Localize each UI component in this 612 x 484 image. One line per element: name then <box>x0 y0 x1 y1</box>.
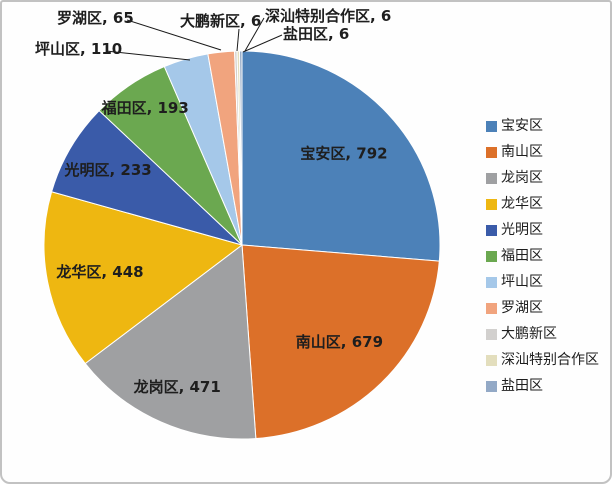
legend-item-8: 大鹏新区 <box>486 321 599 347</box>
legend-item-6: 坪山区 <box>486 269 599 295</box>
legend-item-9: 深汕特别合作区 <box>486 347 599 373</box>
legend-swatch-icon <box>486 224 497 236</box>
leader-line-9 <box>244 17 265 52</box>
legend-label: 福田区 <box>501 248 543 264</box>
data-label-7: 罗湖区, 65 <box>57 9 134 27</box>
data-label-9: 深汕特别合作区, 6 <box>265 7 391 25</box>
legend-item-4: 光明区 <box>486 217 599 243</box>
legend-label: 盐田区 <box>501 378 543 394</box>
legend-label: 龙岗区 <box>501 170 543 186</box>
legend-swatch-icon <box>486 276 497 288</box>
pie-slice-10 <box>239 50 243 246</box>
pie-slice-4 <box>51 110 243 246</box>
legend-item-1: 南山区 <box>486 139 599 165</box>
data-label-10: 盐田区, 6 <box>283 25 349 43</box>
data-label-8: 大鹏新区, 6 <box>180 12 261 30</box>
data-label-5: 福田区, 193 <box>101 99 189 117</box>
legend-swatch-icon <box>486 354 497 366</box>
legend-label: 宝安区 <box>501 118 543 134</box>
legend-swatch-icon <box>486 250 497 262</box>
legend-item-0: 宝安区 <box>486 113 599 139</box>
pie-slice-3 <box>43 191 243 365</box>
legend-swatch-icon <box>486 380 497 392</box>
legend-swatch-icon <box>486 302 497 314</box>
legend-item-3: 龙华区 <box>486 191 599 217</box>
data-label-3: 龙华区, 448 <box>55 263 143 281</box>
pie-slice-0 <box>241 50 441 262</box>
legend: 宝安区南山区龙岗区龙华区光明区福田区坪山区罗湖区大鹏新区深汕特别合作区 盐田区 <box>486 113 599 399</box>
pie-slice-1 <box>241 244 440 440</box>
data-label-4: 光明区, 233 <box>63 161 151 179</box>
legend-item-2: 龙岗区 <box>486 165 599 191</box>
data-labels: 宝安区, 792 南山区, 679 龙岗区, 471 龙华区, 448 光明区, 233… <box>35 7 391 396</box>
legend-label: 深汕特别合作区 <box>501 352 599 368</box>
legend-label: 大鹏新区 <box>501 326 557 342</box>
legend-swatch-icon <box>486 328 497 340</box>
legend-swatch-icon <box>486 120 497 132</box>
data-label-6: 坪山区, 110 <box>35 40 122 58</box>
legend-label: 龙华区 <box>501 196 543 212</box>
legend-item-10: 盐田区 <box>486 373 599 399</box>
pie-slices <box>43 50 441 440</box>
legend-item-5: 福田区 <box>486 243 599 269</box>
legend-swatch-icon <box>486 172 497 184</box>
leader-lines <box>105 17 283 61</box>
leader-line-10 <box>242 34 283 53</box>
legend-swatch-icon <box>486 146 497 158</box>
legend-item-7: 罗湖区 <box>486 295 599 321</box>
leader-line-6 <box>105 50 191 61</box>
legend-label: 坪山区 <box>501 274 543 290</box>
leader-line-8 <box>236 28 240 52</box>
data-label-1: 南山区, 679 <box>296 333 383 351</box>
data-label-2: 龙岗区, 471 <box>133 378 221 396</box>
legend-label: 南山区 <box>501 144 543 160</box>
pie-slice-2 <box>84 244 257 440</box>
data-label-0: 宝安区, 792 <box>300 144 387 162</box>
legend-swatch-icon <box>486 198 497 210</box>
legend-label: 光明区 <box>501 222 543 238</box>
legend-label: 罗湖区 <box>501 300 543 316</box>
leader-line-7 <box>126 19 222 51</box>
